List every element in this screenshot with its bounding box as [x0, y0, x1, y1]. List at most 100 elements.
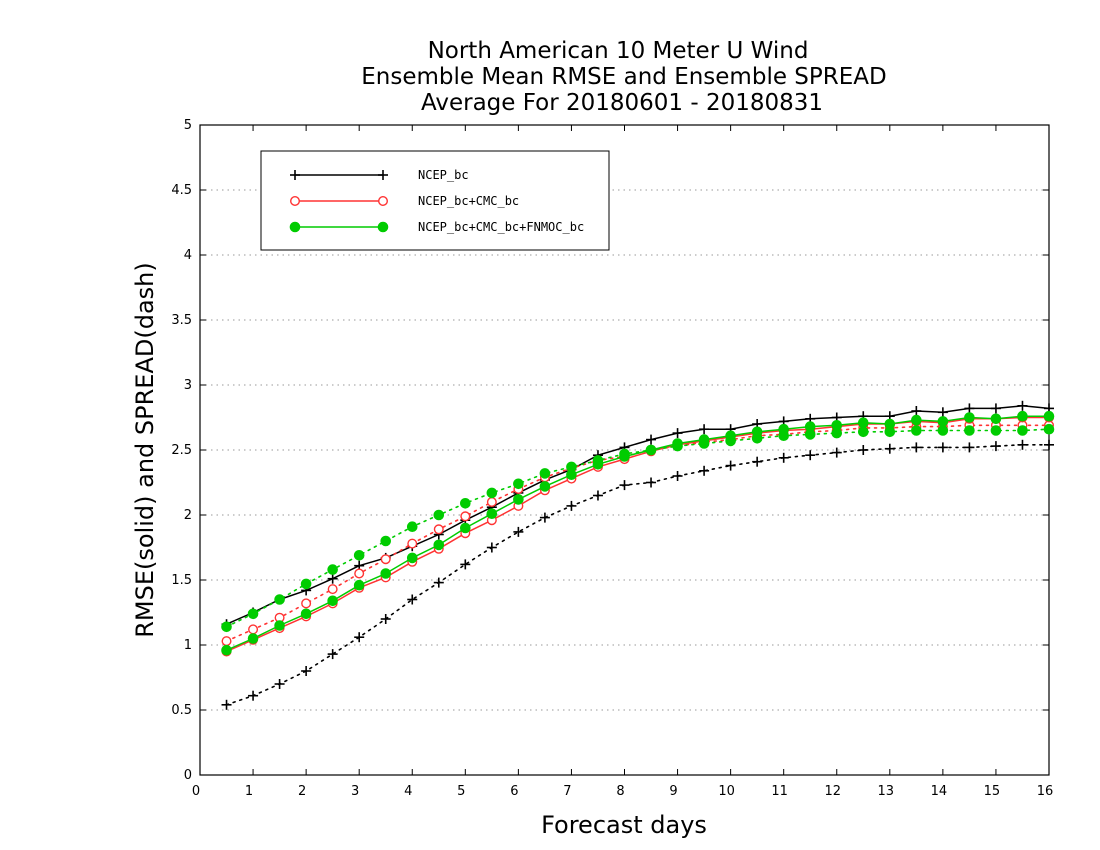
x-tick-label: 3	[351, 784, 359, 799]
rmse-point	[804, 421, 816, 432]
spread-point	[646, 477, 657, 488]
rmse-point	[646, 434, 657, 445]
spread-point	[486, 542, 497, 553]
spread-point	[672, 471, 683, 481]
spread-point	[221, 699, 232, 710]
spread-point	[407, 538, 418, 549]
spread-point	[327, 649, 338, 660]
rmse-point	[990, 403, 1001, 414]
y-tick-label: 4.5	[171, 183, 192, 198]
spread-point	[1043, 423, 1055, 435]
rmse-point	[406, 552, 418, 564]
y-tick-label: 1.5	[171, 573, 192, 588]
legend-entry-1: NCEP_bc	[290, 168, 469, 182]
spread-line	[225, 428, 1050, 628]
spread-point	[752, 456, 763, 467]
spread-point	[327, 564, 338, 575]
y-tick-label: 2.5	[171, 443, 192, 458]
rmse-point	[327, 573, 338, 584]
spread-point	[937, 425, 949, 436]
chart-title-line-2: Ensemble Mean RMSE and Ensemble SPREAD	[361, 64, 886, 90]
rmse-point	[964, 412, 975, 423]
spread-point	[327, 584, 338, 595]
x-tick-label: 0	[192, 784, 200, 799]
spread-point	[460, 498, 471, 509]
series-1	[221, 400, 1054, 710]
chart-title-line-1: North American 10 Meter U Wind	[428, 38, 809, 64]
x-tick-label: 1	[245, 784, 253, 799]
legend-box	[260, 150, 610, 251]
spread-line	[225, 443, 1050, 706]
rmse-line	[226, 405, 1050, 625]
legend-entry-3: NCEP_bc+CMC_bc+FNMOC_bc	[289, 220, 584, 234]
rmse-point	[964, 403, 975, 414]
legend-marker-end	[378, 170, 388, 180]
y-tick-label: 3	[184, 378, 192, 393]
rmse-point	[1017, 410, 1028, 422]
rmse-point	[513, 494, 524, 505]
y-tick-label: 4	[184, 248, 192, 263]
rmse-point	[221, 644, 232, 656]
rmse-point	[566, 469, 577, 481]
rmse-point	[699, 424, 710, 435]
rmse-point	[539, 481, 551, 492]
spread-point	[778, 452, 789, 463]
spread-point	[248, 624, 259, 635]
x-tick-label: 4	[404, 784, 412, 799]
rmse-point	[433, 539, 445, 551]
spread-point	[911, 442, 922, 453]
x-tick-label: 8	[616, 784, 624, 799]
x-tick-label: 13	[878, 784, 895, 799]
spread-point	[300, 578, 312, 590]
spread-point	[486, 497, 497, 508]
spread-point	[539, 512, 550, 523]
spread-point	[699, 465, 710, 476]
spread-point	[805, 450, 816, 461]
rmse-point	[937, 416, 949, 427]
spread-point	[1044, 439, 1054, 450]
legend-marker-end	[377, 221, 389, 233]
spread-point	[857, 426, 869, 438]
rmse-point	[380, 568, 392, 579]
rmse-point	[672, 438, 683, 449]
y-tick-label: 0.5	[171, 703, 192, 718]
x-tick-label: 7	[563, 784, 571, 799]
rmse-point	[460, 522, 471, 534]
spread-point	[380, 535, 392, 547]
legend-label: NCEP_bc	[418, 168, 469, 182]
spread-point	[406, 521, 418, 533]
legend-entry-2: NCEP_bc+CMC_bc	[290, 194, 519, 208]
spread-point	[301, 666, 312, 676]
spread-point	[725, 460, 736, 471]
y-tick-label: 1	[184, 638, 192, 653]
spread-point	[911, 425, 922, 436]
legend-entries: NCEP_bc NCEP_bc+CMC_bc NCEP_bc+CMC_bc+FNMO…	[289, 168, 584, 234]
spread-point	[619, 480, 630, 491]
rmse-point	[672, 428, 683, 439]
spread-point	[990, 425, 1002, 436]
spread-point	[1017, 439, 1028, 450]
x-tick-label: 11	[771, 784, 788, 799]
rmse-point	[1017, 400, 1028, 411]
spread-point	[353, 550, 365, 561]
rmse-point	[990, 413, 1002, 425]
series-layer	[221, 400, 1055, 710]
x-tick-label: 15	[984, 784, 1001, 799]
legend: NCEP_bc NCEP_bc+CMC_bc NCEP_bc+CMC_bc+FNMO…	[260, 150, 610, 251]
x-tick-label: 10	[718, 784, 735, 799]
rmse-point	[911, 406, 922, 416]
rmse-point	[300, 608, 312, 620]
x-tick-label: 12	[824, 784, 841, 799]
spread-point	[248, 690, 259, 701]
spread-point	[407, 594, 418, 605]
y-axis-label: RMSE(solid) and SPREAD(dash)	[131, 262, 159, 638]
legend-label: NCEP_bc+CMC_bc	[418, 194, 519, 208]
rmse-point	[486, 508, 498, 520]
rmse-point	[327, 595, 338, 607]
spread-point	[247, 608, 259, 620]
legend-marker-end	[378, 195, 389, 206]
spread-point	[274, 679, 285, 689]
rmse-point	[884, 418, 896, 430]
rmse-point	[353, 579, 365, 591]
